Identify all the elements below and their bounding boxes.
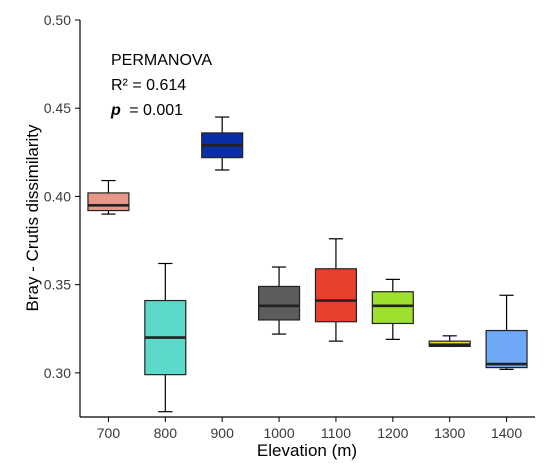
x-tick-label: 1000: [263, 425, 294, 441]
box-1400: [485, 294, 528, 370]
x-ticks: 700 800 900 1000 1100 1200 1300 1400: [97, 417, 522, 441]
box-body: [314, 268, 358, 323]
y-tick-label: 0.35: [44, 277, 71, 293]
x-tick-label: 1300: [434, 425, 465, 441]
box-body: [371, 291, 414, 325]
annotation-title: PERMANOVA: [111, 52, 212, 69]
box-800: [144, 262, 187, 413]
annotation-p-value: p = 0.001: [110, 102, 183, 119]
x-tick-label: 1400: [491, 425, 522, 441]
p-value-text: = 0.001: [129, 102, 183, 119]
y-axis-title: Bray - Crutis dissimilarity: [23, 124, 42, 312]
x-tick-label: 800: [154, 425, 178, 441]
annotation-r-squared: R² = 0.614: [111, 77, 186, 94]
permanova-annotation: PERMANOVA R² = 0.614 p = 0.001: [110, 52, 212, 119]
x-tick-label: 1200: [377, 425, 408, 441]
boxes: [87, 116, 528, 413]
x-tick-label: 1100: [321, 425, 351, 441]
y-tick-label: 0.50: [44, 12, 71, 28]
box-body: [485, 329, 528, 369]
box-1100: [314, 238, 358, 342]
x-tick-label: 700: [97, 425, 121, 441]
p-symbol: p: [110, 102, 121, 119]
box-1300: [428, 335, 471, 348]
box-900: [201, 116, 244, 171]
axes: [79, 20, 535, 418]
x-tick-label: 900: [211, 425, 235, 441]
box-700: [87, 179, 130, 215]
box-1200: [371, 278, 414, 340]
y-tick-label: 0.40: [44, 188, 71, 204]
y-tick-label: 0.45: [44, 100, 71, 116]
y-ticks: 0.30 0.35 0.40 0.45 0.50: [44, 12, 80, 381]
y-tick-label: 0.30: [44, 365, 71, 381]
box-body: [87, 192, 130, 212]
box-1000: [257, 266, 301, 335]
box-body: [257, 285, 301, 321]
x-axis-title: Elevation (m): [257, 441, 357, 460]
